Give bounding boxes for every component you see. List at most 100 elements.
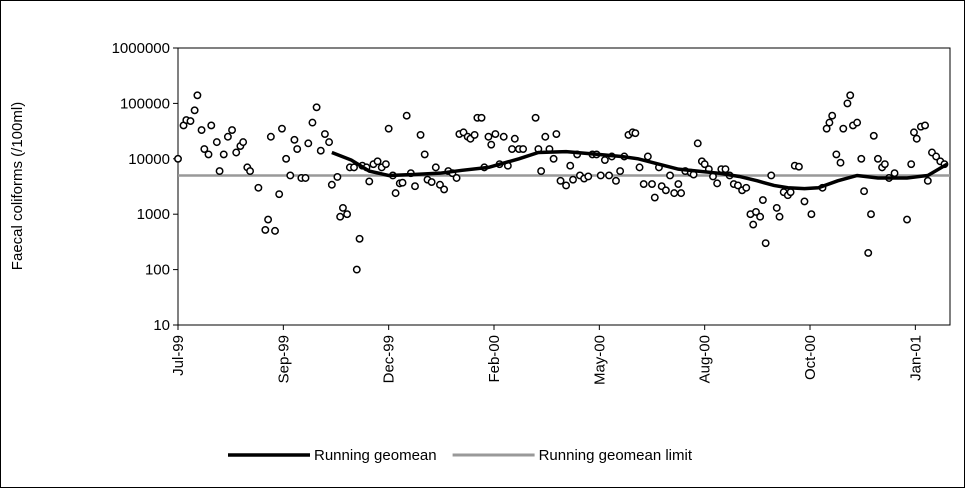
data-point (880, 160, 889, 169)
y-tick-label: 10000 (128, 151, 170, 168)
data-point (932, 152, 941, 161)
data-point (700, 160, 709, 169)
data-point (846, 91, 855, 100)
data-point (693, 139, 702, 148)
data-point (232, 148, 241, 157)
data-point (828, 111, 837, 120)
data-point (758, 196, 767, 205)
data-point (223, 132, 232, 141)
data-point (436, 180, 444, 189)
data-point (713, 179, 722, 188)
data-point (596, 171, 605, 180)
data-point (271, 226, 279, 235)
data-point (643, 152, 652, 161)
data-point (584, 172, 593, 181)
data-point (839, 124, 848, 133)
data-point (212, 138, 221, 147)
data-point (907, 160, 916, 169)
data-point (677, 189, 686, 198)
data-point (786, 188, 795, 197)
data-point (836, 158, 845, 167)
data-point (650, 193, 659, 202)
data-point (452, 174, 461, 182)
x-tick-label: Oct-00 (802, 335, 819, 380)
plot-area (177, 47, 951, 326)
data-point (398, 178, 407, 187)
data-point (853, 118, 862, 127)
data-point (867, 210, 875, 219)
data-point (857, 154, 866, 163)
data-point (200, 145, 209, 153)
data-point (239, 138, 248, 147)
data-point (320, 130, 329, 138)
data-point (648, 180, 656, 189)
data-point (491, 130, 500, 138)
data-point (312, 103, 321, 112)
data-point (277, 124, 286, 133)
data-point (903, 215, 911, 224)
data-point (910, 128, 918, 137)
data-point (365, 177, 374, 186)
data-point (752, 207, 760, 216)
data-point (254, 183, 263, 192)
data-point (215, 167, 224, 176)
data-point (308, 118, 317, 127)
data-point (431, 163, 440, 172)
data-point (343, 210, 352, 219)
data-point (873, 154, 882, 163)
data-point (832, 150, 841, 159)
data-point (402, 111, 411, 120)
data-point (391, 189, 400, 198)
data-point (912, 134, 921, 143)
data-point (639, 180, 648, 189)
data-point (733, 181, 742, 190)
data-point (761, 239, 770, 248)
x-tick-label: Sep-99 (275, 335, 292, 383)
data-point (864, 248, 873, 257)
data-point (890, 169, 899, 178)
data-point (440, 185, 449, 194)
data-point (519, 145, 528, 153)
data-point (333, 173, 342, 181)
data-point (487, 140, 496, 149)
data-point (921, 121, 930, 130)
data-point (470, 130, 479, 139)
data-point (327, 180, 336, 189)
data-point (350, 163, 358, 172)
x-tick-label: Feb-00 (486, 335, 503, 383)
data-point (541, 132, 550, 141)
data-point (635, 163, 644, 172)
data-point (721, 165, 730, 174)
data-point (174, 154, 182, 163)
data-point (416, 130, 425, 139)
x-tick-label: Aug-00 (697, 335, 714, 383)
data-point (631, 129, 640, 138)
data-point (742, 183, 751, 192)
data-point (510, 134, 519, 143)
data-point (411, 182, 419, 191)
data-point (316, 146, 325, 155)
data-point (264, 215, 273, 224)
data-point (756, 212, 765, 221)
data-point (338, 203, 347, 212)
data-point (186, 117, 195, 126)
data-point (384, 124, 393, 133)
data-point (282, 154, 291, 163)
data-point (290, 135, 299, 144)
data-point (923, 176, 932, 185)
data-point (336, 212, 345, 221)
data-point (477, 113, 486, 122)
data-point (304, 139, 313, 148)
data-point (800, 197, 809, 206)
data-point (204, 150, 213, 159)
legend-label: Running geomean (314, 447, 437, 464)
data-point (807, 210, 816, 219)
data-point (822, 124, 831, 133)
x-tick-label: May-00 (591, 335, 608, 385)
data-point (537, 167, 546, 176)
data-point (266, 132, 275, 141)
y-tick-label: 10 (153, 317, 170, 334)
data-point (228, 126, 237, 135)
